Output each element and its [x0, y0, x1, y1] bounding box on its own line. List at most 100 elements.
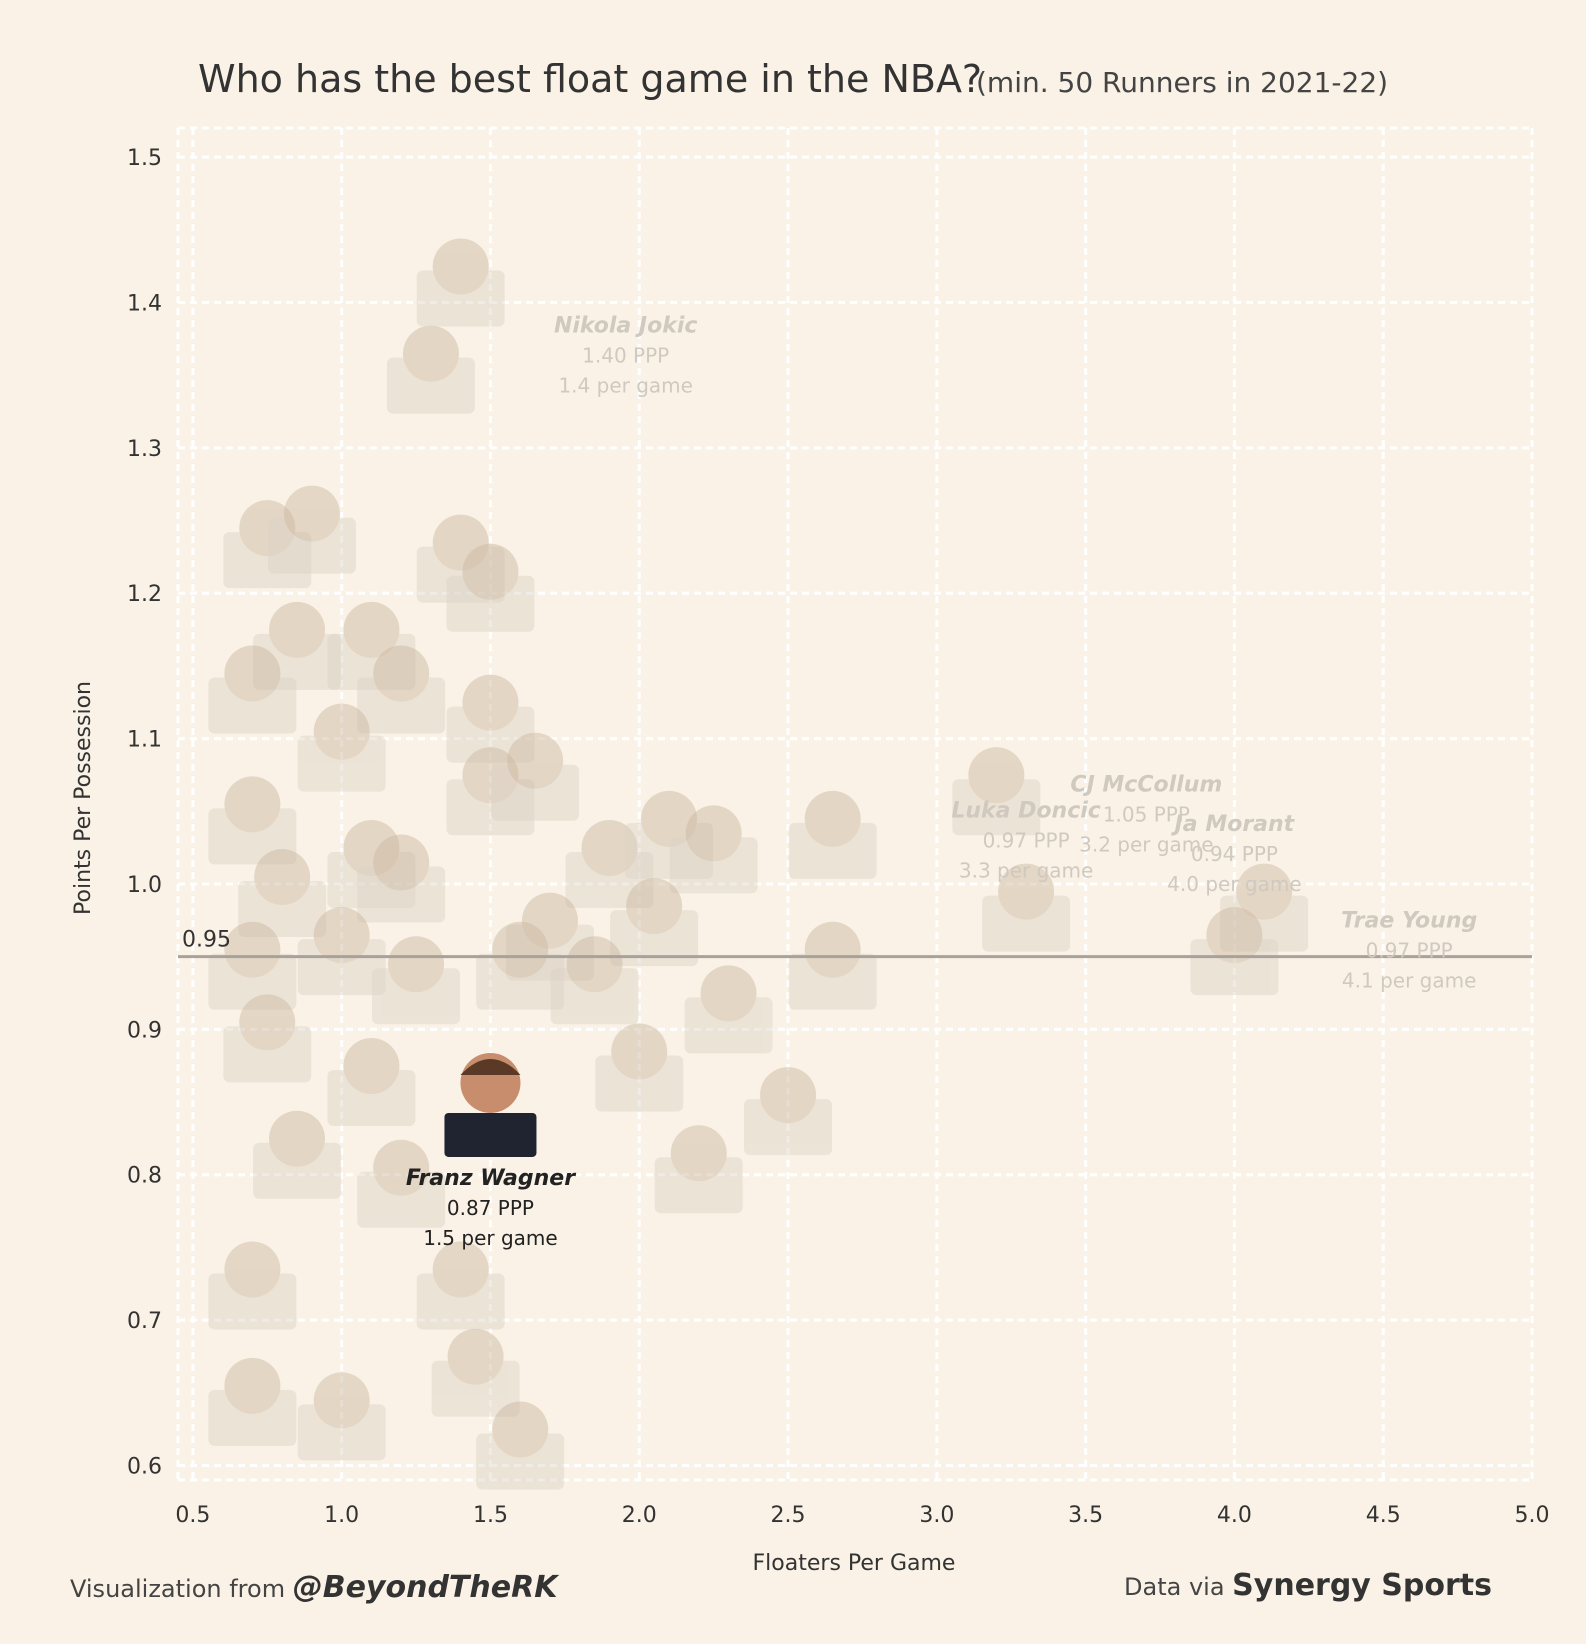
player-point-28-head: [566, 936, 623, 993]
player-point-7-head: [224, 645, 281, 702]
player-point-15-head: [343, 819, 400, 876]
point-label-4: Ja Morant 0.94 PPP 4.0 per game: [1167, 812, 1301, 896]
player-point-6-jersey: [327, 633, 416, 690]
point-label-ppp-2: 0.97 PPP: [1366, 939, 1453, 963]
player-point-1: [223, 500, 312, 589]
footer-credit-handle[interactable]: @BeyondTheRK: [292, 1570, 558, 1605]
player-point-25-head: [313, 907, 370, 964]
player-point-6-head: [343, 601, 400, 658]
labeled-player-point-3-jersey: [982, 895, 1071, 952]
player-point-22: [610, 878, 699, 967]
player-point-12: [446, 747, 535, 836]
chart-title: Who has the best float game in the NBA?: [198, 57, 982, 101]
player-point-29-head: [700, 965, 757, 1022]
player-point-14-jersey: [238, 881, 327, 938]
player-point-40: [297, 1372, 386, 1461]
player-point-20: [788, 790, 877, 879]
reference-line: 0.95: [178, 928, 1532, 959]
player-point-31-jersey: [327, 1070, 416, 1127]
player-point-3: [416, 514, 505, 603]
player-point-39-head: [224, 1357, 281, 1414]
player-point-7: [208, 645, 297, 734]
x-tick-label-5: 3.0: [919, 1503, 954, 1528]
player-point-34-head: [269, 1110, 326, 1167]
point-label-rate-3: 3.3 per game: [959, 859, 1093, 883]
labeled-player-point-0-head: [432, 238, 489, 295]
x-axis-label: Floaters Per Game: [753, 1551, 956, 1576]
x-tick-label-6: 3.5: [1068, 1503, 1103, 1528]
player-point-42-jersey: [476, 1433, 565, 1490]
player-point-5-head: [269, 601, 326, 658]
player-point-5: [253, 601, 342, 690]
x-tick-label-1: 1.0: [324, 1503, 359, 1528]
point-label-rate-4: 4.0 per game: [1167, 872, 1301, 896]
player-point-3-head: [432, 514, 489, 571]
x-tick-label-3: 2.0: [622, 1503, 657, 1528]
player-point-39-jersey: [208, 1389, 297, 1446]
player-point-40-jersey: [297, 1404, 386, 1461]
player-point-13: [491, 732, 580, 821]
player-point-40-head: [313, 1372, 370, 1429]
player-point-25-jersey: [297, 939, 386, 996]
player-point-1-jersey: [223, 532, 312, 589]
player-point-11-head: [224, 776, 281, 833]
player-point-14: [238, 849, 327, 938]
player-point-4: [446, 543, 535, 632]
x-tick-label-8: 4.5: [1366, 1503, 1401, 1528]
player-point-28-jersey: [550, 968, 639, 1025]
player-point-2: [267, 485, 356, 574]
y-tick-label-1: 0.7: [127, 1309, 162, 1334]
player-point-23: [788, 921, 877, 1010]
labeled-player-point-4-jersey: [1190, 939, 1279, 996]
player-point-37-jersey: [208, 1273, 297, 1330]
player-point-32-head: [611, 1023, 668, 1080]
y-tick-label-8: 1.4: [127, 291, 162, 316]
x-tick-label-2: 1.5: [473, 1503, 508, 1528]
player-point-19-head: [685, 805, 742, 862]
highlight-ppp: 0.87 PPP: [447, 1196, 534, 1220]
player-point-36-head: [670, 1125, 727, 1182]
player-point-2-jersey: [267, 517, 356, 574]
player-point-7-jersey: [208, 677, 297, 734]
player-point-0: [386, 325, 475, 414]
player-point-18-head: [641, 790, 698, 847]
y-tick-label-0: 0.6: [127, 1454, 162, 1479]
player-point-34: [253, 1110, 342, 1199]
x-tick-label-7: 4.0: [1217, 1503, 1252, 1528]
player-point-37-head: [224, 1241, 281, 1298]
player-point-20-jersey: [788, 822, 877, 879]
labeled-player-point-4-head: [1206, 907, 1263, 964]
player-point-41-head: [447, 1328, 504, 1385]
player-point-16: [357, 834, 446, 923]
player-point-35-jersey: [357, 1171, 446, 1228]
player-point-38: [416, 1241, 505, 1330]
player-point-24: [208, 921, 297, 1010]
player-point-17-jersey: [565, 851, 654, 908]
player-point-25: [297, 907, 386, 996]
labeled-player-point-3-head: [998, 863, 1055, 920]
footer-credit-prefix: Visualization from: [70, 1575, 286, 1603]
player-point-27-jersey: [476, 953, 565, 1010]
player-point-14-head: [254, 849, 311, 906]
footer-source-name: Synergy Sports: [1232, 1568, 1492, 1603]
player-point-36-jersey: [654, 1157, 743, 1214]
player-point-12-head: [462, 747, 519, 804]
labeled-player-point-1-jersey: [952, 779, 1041, 836]
player-point-8-jersey: [357, 677, 446, 734]
player-point-29: [684, 965, 773, 1054]
point-label-rate-1: 3.2 per game: [1079, 832, 1213, 856]
point-label-rate-2: 4.1 per game: [1342, 969, 1476, 993]
player-point-16-jersey: [357, 866, 446, 923]
player-point-10-head: [462, 674, 519, 731]
player-point-17-head: [581, 819, 638, 876]
x-tick-label-0: 0.5: [175, 1503, 210, 1528]
player-point-19-jersey: [669, 837, 758, 894]
player-point-31: [327, 1038, 416, 1127]
point-label-ppp-0: 1.40 PPP: [582, 343, 669, 367]
player-point-33: [744, 1067, 833, 1156]
labeled-player-point-2-head: [1236, 863, 1293, 920]
player-point-26-jersey: [372, 968, 461, 1025]
player-point-20-head: [804, 790, 861, 847]
player-point-8-head: [373, 645, 430, 702]
